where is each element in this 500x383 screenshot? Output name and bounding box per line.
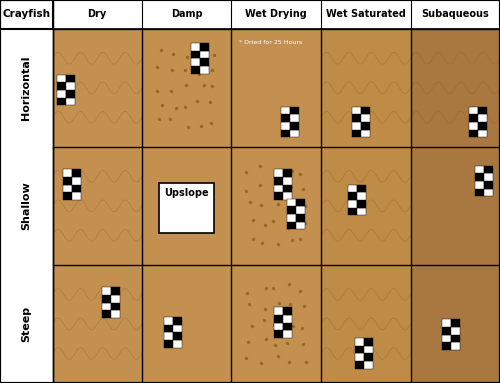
Text: Wet Drying: Wet Drying [246,9,307,20]
Text: Steep: Steep [21,306,31,342]
Text: Wet Saturated: Wet Saturated [326,9,406,20]
Text: Damp: Damp [171,9,202,20]
Text: Upslope: Upslope [164,188,209,198]
Text: Horizontal: Horizontal [21,56,31,120]
Text: Subaqueous: Subaqueous [422,9,489,20]
Text: Dry: Dry [88,9,107,20]
Text: * Dried for 25 Hours: * Dried for 25 Hours [238,40,302,45]
Text: Shallow: Shallow [21,182,31,230]
Text: Crayfish: Crayfish [2,9,50,20]
